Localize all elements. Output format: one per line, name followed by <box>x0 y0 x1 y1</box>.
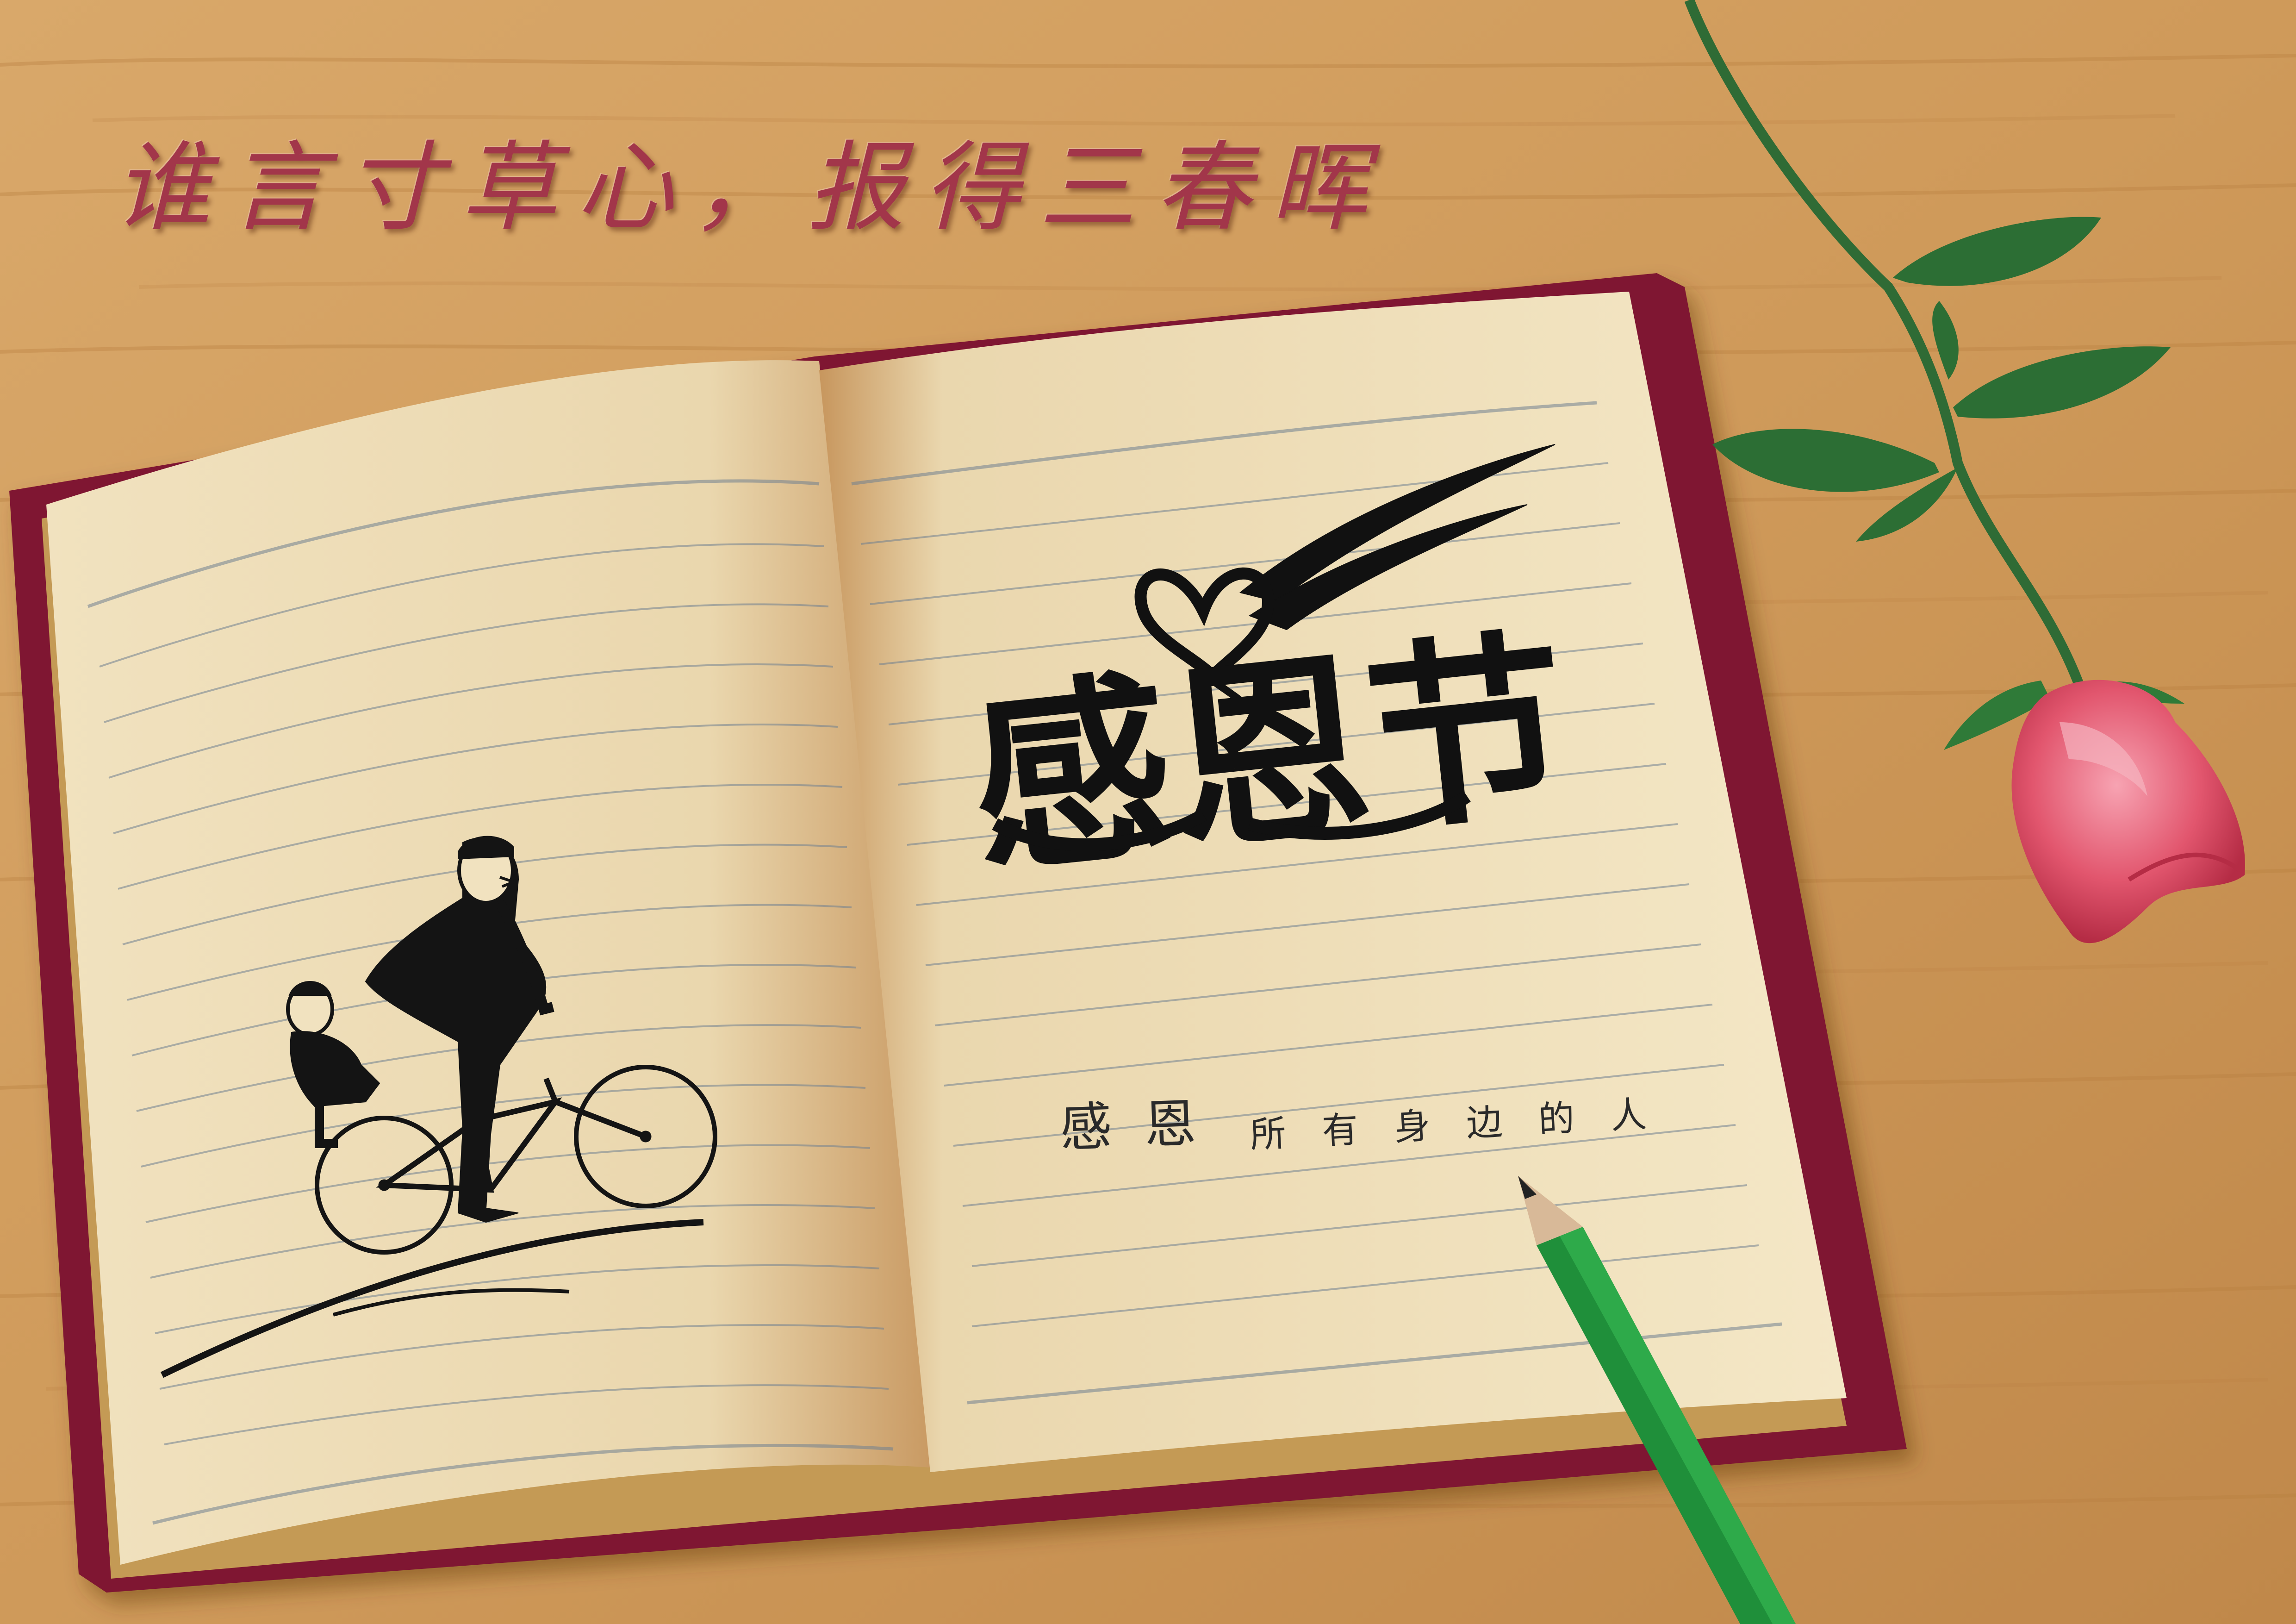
poem-text: 谁言寸草心，报得三春晖 <box>113 131 1387 244</box>
leaf-5 <box>1856 468 1958 542</box>
title-swirl <box>992 791 1471 851</box>
leaf-3 <box>1712 429 1939 492</box>
bicycle-father-child-illustration <box>160 836 717 1378</box>
leaf-2 <box>1953 346 2171 418</box>
thanksgiving-title-art <box>1134 444 1556 724</box>
pencil-illustration <box>1518 1176 1796 1624</box>
rose-stem <box>1684 0 2088 696</box>
rose-illustration <box>1684 0 2245 943</box>
handwriting-thanks: 感恩 <box>1059 1092 1230 1159</box>
right-page-lines <box>851 401 1782 1405</box>
right-page <box>819 292 1847 1472</box>
leaf-4 <box>1932 301 1959 380</box>
leaf-1 <box>1893 217 2101 286</box>
heart-icon <box>1134 567 1275 685</box>
